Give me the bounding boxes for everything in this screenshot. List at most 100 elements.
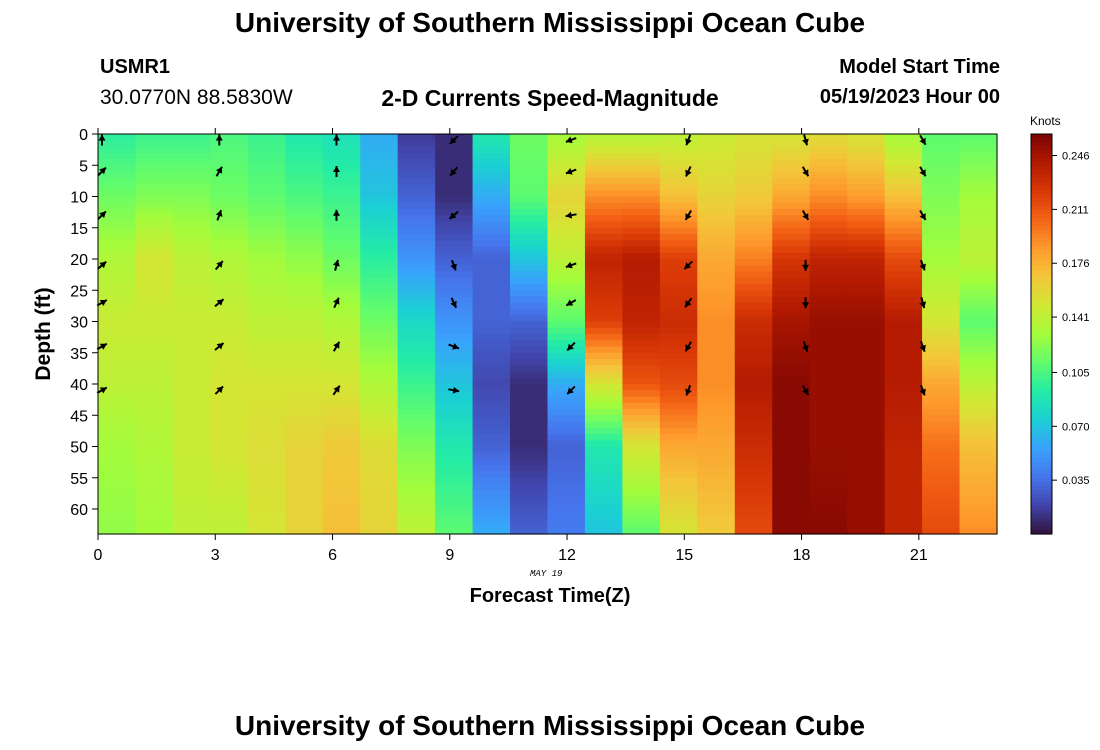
- heatmap-cell: [285, 302, 324, 310]
- heatmap-cell: [435, 215, 474, 223]
- heatmap-cell: [285, 252, 324, 260]
- heatmap-cell: [547, 152, 586, 160]
- heatmap-cell: [584, 521, 624, 529]
- colorbar-tick-label: 0.141: [1062, 312, 1090, 324]
- heatmap-cell: [172, 234, 211, 241]
- heatmap-cell: [510, 202, 549, 210]
- heatmap-cell: [172, 421, 211, 429]
- heatmap-cell: [322, 521, 361, 529]
- colorbar-swatch: [1031, 530, 1052, 535]
- heatmap-cell: [584, 446, 624, 454]
- heatmap-cell: [659, 246, 698, 254]
- heatmap-cell: [172, 396, 211, 404]
- heatmap-cell: [809, 290, 848, 298]
- heatmap-cell: [135, 302, 174, 310]
- heatmap-cell: [809, 202, 848, 210]
- heatmap-cell: [510, 496, 549, 504]
- colorbar-swatch: [1031, 290, 1052, 295]
- heatmap-cell: [809, 359, 848, 366]
- heatmap-cell: [98, 427, 137, 435]
- heatmap-cell: [547, 209, 586, 216]
- heatmap-cell: [622, 371, 661, 379]
- heatmap-cell: [435, 377, 474, 385]
- heatmap-cell: [210, 502, 249, 510]
- heatmap-cell: [285, 409, 324, 416]
- heatmap-cell: [772, 290, 811, 298]
- heatmap-cell: [772, 365, 811, 373]
- heatmap-cell: [584, 459, 624, 466]
- heatmap-cell: [697, 209, 736, 216]
- heatmap-cell: [584, 496, 624, 504]
- heatmap-cell: [360, 346, 399, 354]
- heatmap-cell: [772, 134, 811, 141]
- heatmap-cell: [322, 409, 361, 416]
- current-arrow: [332, 385, 341, 396]
- current-arrow: [450, 259, 457, 271]
- heatmap-cell: [360, 446, 399, 454]
- heatmap-cell: [172, 290, 211, 298]
- heatmap-cell: [847, 509, 886, 516]
- colorbar-swatch: [1031, 406, 1052, 411]
- heatmap-cell: [809, 309, 848, 316]
- heatmap-cell: [922, 421, 961, 429]
- heatmap-cell: [510, 359, 549, 366]
- heatmap-cell: [959, 146, 998, 154]
- heatmap-cell: [172, 415, 211, 423]
- heatmap-cell: [959, 384, 998, 391]
- heatmap-cell: [247, 459, 286, 466]
- heatmap-cell: [172, 177, 211, 185]
- colorbar-swatch: [1031, 314, 1052, 319]
- heatmap-cell: [659, 471, 698, 479]
- heatmap-cell: [584, 402, 624, 410]
- heatmap-cell: [360, 140, 399, 148]
- heatmap-cell: [884, 221, 923, 229]
- heatmap-cell: [884, 465, 923, 473]
- heatmap-cell: [360, 302, 399, 310]
- heatmap-cell: [847, 240, 886, 248]
- current-arrow: [565, 299, 577, 307]
- heatmap-cell: [772, 240, 811, 248]
- heatmap-cell: [622, 396, 661, 404]
- heatmap-cell: [472, 465, 511, 473]
- heatmap-cell: [884, 502, 923, 510]
- heatmap-cell: [697, 265, 736, 273]
- heatmap-cell: [435, 321, 474, 329]
- heatmap-cell: [959, 409, 998, 416]
- colorbar-swatch: [1031, 170, 1052, 175]
- heatmap-cell: [172, 184, 211, 191]
- heatmap-cell: [247, 340, 286, 348]
- heatmap-cell: [435, 196, 474, 204]
- heatmap-cell: [397, 215, 436, 223]
- colorbar-swatch: [1031, 426, 1052, 431]
- heatmap-cell: [884, 427, 923, 435]
- heatmap-cell: [659, 252, 698, 260]
- colorbar-swatch: [1031, 186, 1052, 191]
- heatmap-cell: [210, 321, 249, 329]
- heatmap-cell: [734, 409, 773, 416]
- heatmap-cell: [397, 502, 436, 510]
- colorbar-swatch: [1031, 174, 1052, 179]
- arrow-head: [450, 263, 457, 271]
- heatmap-cell: [847, 527, 886, 535]
- heatmap-cell: [809, 284, 848, 291]
- heatmap-cell: [435, 290, 474, 298]
- current-arrow: [685, 384, 692, 396]
- heatmap-cell: [547, 190, 586, 198]
- heatmap-cell: [772, 490, 811, 498]
- heatmap-cell: [697, 271, 736, 279]
- heatmap-cell: [510, 434, 549, 441]
- heatmap-cell: [360, 352, 399, 360]
- heatmap-cell: [98, 359, 137, 366]
- heatmap-cell: [98, 309, 137, 316]
- heatmap-cell: [584, 159, 624, 166]
- arrow-head: [449, 212, 457, 219]
- heatmap-cell: [659, 302, 698, 310]
- heatmap-cell: [772, 265, 811, 273]
- heatmap-cell: [622, 346, 661, 354]
- heatmap-cell: [659, 321, 698, 329]
- heatmap-cell: [472, 134, 511, 141]
- heatmap-cell: [809, 271, 848, 279]
- current-arrow: [919, 134, 927, 146]
- heatmap-cell: [322, 365, 361, 373]
- heatmap-cell: [435, 240, 474, 248]
